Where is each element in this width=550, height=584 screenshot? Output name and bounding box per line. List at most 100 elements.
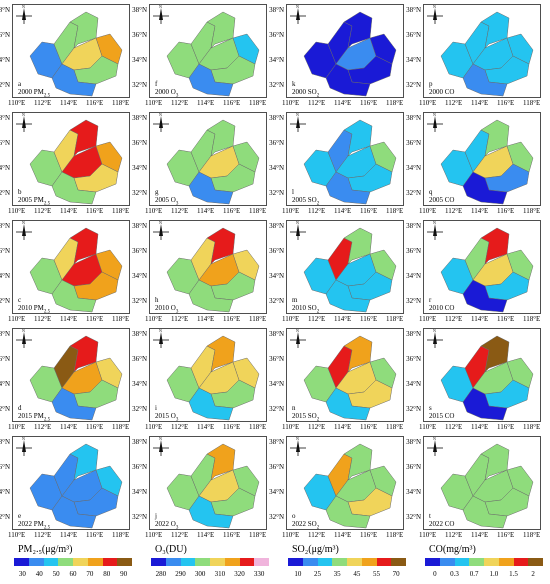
lon-tick: 112°E [308,315,326,323]
compass-icon [16,224,32,240]
region-5 [369,465,397,497]
lon-tick: 112°E [308,99,326,107]
colorbar-tick: 1.0 [489,570,499,578]
colorbar-swatch [254,558,269,566]
region-7 [51,387,97,421]
panel-label: t 2022 CO [429,512,454,528]
lat-tick: 36°N [0,31,10,39]
map-panel-t: N 38°N 36°N 34°N 32°N 110°E 112°E 114°E 116°E 118… [406,436,541,539]
map-panel-m: N 38°N 36°N 34°N 32°N 110°E 112°E 114°E 116°E 118… [269,220,404,323]
lat-tick: 36°N [0,355,10,363]
province-map: N [12,4,130,98]
colorbar-swatch [376,558,392,566]
compass-north-label: N [296,220,299,225]
lon-tick: 114°E [60,207,78,215]
colorbar-swatch [484,558,499,566]
colorbar-tick: 2 [531,570,535,578]
panel-label: q 2005 CO [429,188,454,204]
lon-tick: 110°E [8,207,26,215]
compass-icon [16,440,32,456]
map-panel-d: N 38°N 36°N 34°N 32°N 110°E 112°E 114°E 116°E 118… [0,328,130,431]
region-5 [95,33,123,65]
region-7 [462,387,508,421]
region-3 [206,443,236,481]
panel-label: m 2010 SO2 [292,296,319,314]
map-panel-o: N 38°N 36°N 34°N 32°N 110°E 112°E 114°E 116°E 118… [269,436,404,539]
lon-tick: 114°E [334,423,352,431]
lon-tick: 110°E [419,207,437,215]
lon-tick: 116°E [497,315,515,323]
map-panel-j: N 38°N 36°N 34°N 32°N 110°E 112°E 114°E 116°E 118… [132,436,267,539]
lat-tick: 32°N [269,189,284,197]
panel-letter: i [155,404,157,412]
colorbar-swatch [73,558,88,566]
lon-tick: 118°E [523,531,541,539]
lon-tick: 118°E [386,99,404,107]
lat-tick: 38°N [132,222,147,230]
lon-tick: 110°E [282,531,300,539]
panel-letter: d [18,404,22,412]
colorbar-swatch [454,558,470,566]
lat-tick: 34°N [269,380,284,388]
lat-tick: 36°N [0,139,10,147]
region-3 [206,11,236,49]
region-5 [506,465,534,497]
province-map: N [149,112,267,206]
lon-tick: 114°E [197,531,215,539]
lat-tick: 38°N [406,222,421,230]
province-map: N [149,328,267,422]
lon-tick: 114°E [197,423,215,431]
province-map: N [286,4,404,98]
lon-tick: 110°E [419,423,437,431]
lat-tick: 38°N [406,330,421,338]
lon-tick: 116°E [360,207,378,215]
panel-title: 2015 O3 [155,412,179,423]
region-5 [232,249,260,281]
lon-tick: 116°E [223,207,241,215]
colorbar-swatch [210,558,225,566]
map-panel-s: N 38°N 36°N 34°N 32°N 110°E 112°E 114°E 116°E 118… [406,328,541,431]
compass-icon [153,440,169,456]
lat-tick: 32°N [132,81,147,89]
lat-tick: 38°N [0,6,10,14]
panel-title: 2005 CO [429,196,455,204]
lat-tick: 34°N [269,272,284,280]
province-map: N [423,4,541,98]
province-map: N [12,328,130,422]
region-5 [232,33,260,65]
panel-letter: k [292,80,296,88]
region-3 [480,335,510,373]
lat-tick: 32°N [0,189,10,197]
lon-tick: 110°E [419,99,437,107]
lon-tick: 112°E [308,207,326,215]
compass-icon [427,8,443,24]
region-7 [462,279,508,313]
lon-tick: 118°E [523,315,541,323]
colorbar-tick: 40 [35,570,43,578]
panel-title: 2010 CO [429,304,455,312]
lon-tick: 116°E [497,423,515,431]
panel-title: 2005 SO2 [292,196,320,207]
lon-tick: 116°E [86,531,104,539]
lon-tick: 118°E [112,423,130,431]
panel-title: 2005 PM2.5 [18,196,51,207]
region-5 [506,141,534,173]
panel-label: g 2005 O3 [155,188,178,206]
lat-tick: 34°N [406,488,421,496]
lat-tick: 38°N [132,6,147,14]
colorbar-swatch [528,558,543,566]
panel-title: 2015 SO2 [292,412,320,423]
map-panel-r: N 38°N 36°N 34°N 32°N 110°E 112°E 114°E 116°E 118… [406,220,541,323]
lat-tick: 34°N [132,380,147,388]
province-map: N [12,220,130,314]
map-panel-p: N 38°N 36°N 34°N 32°N 110°E 112°E 114°E 116°E 118… [406,4,541,107]
lat-tick: 36°N [0,463,10,471]
province-map: N [286,112,404,206]
compass-icon [290,332,306,348]
region-3 [343,335,373,373]
region-3 [69,119,99,157]
lat-tick: 32°N [132,513,147,521]
region-3 [206,227,236,265]
lat-tick: 34°N [0,488,10,496]
colorbar-tick: 320 [234,570,245,578]
